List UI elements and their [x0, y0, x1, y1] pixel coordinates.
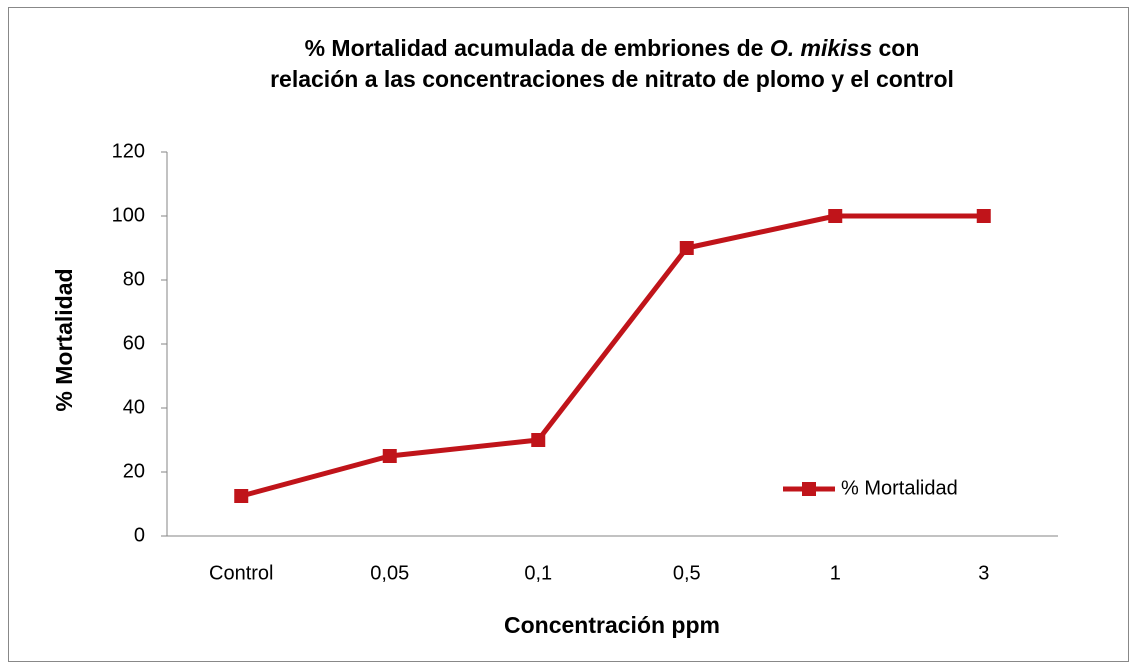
- y-tick-label: 0: [134, 524, 145, 546]
- x-axis-title: Concentración ppm: [504, 612, 720, 638]
- data-point: [531, 433, 546, 447]
- y-tick-label: 120: [112, 140, 145, 162]
- y-tick-label: 60: [123, 332, 145, 354]
- data-line: [240, 213, 984, 499]
- x-tick-label: Control: [209, 562, 273, 584]
- title-part: % Mortalidad acumulada de embriones de: [305, 35, 770, 61]
- title-part: relación a las concentraciones de nitrat…: [270, 66, 954, 92]
- title-part: O. mikiss: [770, 35, 872, 61]
- legend-marker: [802, 482, 816, 496]
- chart-frame: [8, 7, 1129, 662]
- data-point: [828, 209, 843, 223]
- x-tick-label: 0,1: [524, 562, 552, 584]
- title-part: con: [872, 35, 919, 61]
- y-tick-label: 20: [123, 460, 145, 482]
- data-point: [382, 449, 397, 463]
- legend-label: % Mortalidad: [841, 477, 958, 499]
- x-tick-label: 0,5: [673, 562, 701, 584]
- chart-title: relación a las concentraciones de nitrat…: [270, 66, 954, 92]
- data-point: [679, 241, 694, 255]
- chart-title: % Mortalidad acumulada de embriones de O…: [305, 35, 920, 61]
- y-tick-label: 40: [123, 396, 145, 418]
- y-axis-title: % Mortalidad: [51, 268, 77, 411]
- data-point: [976, 209, 991, 223]
- x-tick-label: 3: [978, 562, 989, 584]
- y-tick-label: 100: [112, 204, 145, 226]
- x-tick-label: 1: [830, 562, 841, 584]
- y-tick-label: 80: [123, 268, 145, 290]
- x-tick-label: 0,05: [370, 562, 409, 584]
- data-point: [234, 489, 249, 503]
